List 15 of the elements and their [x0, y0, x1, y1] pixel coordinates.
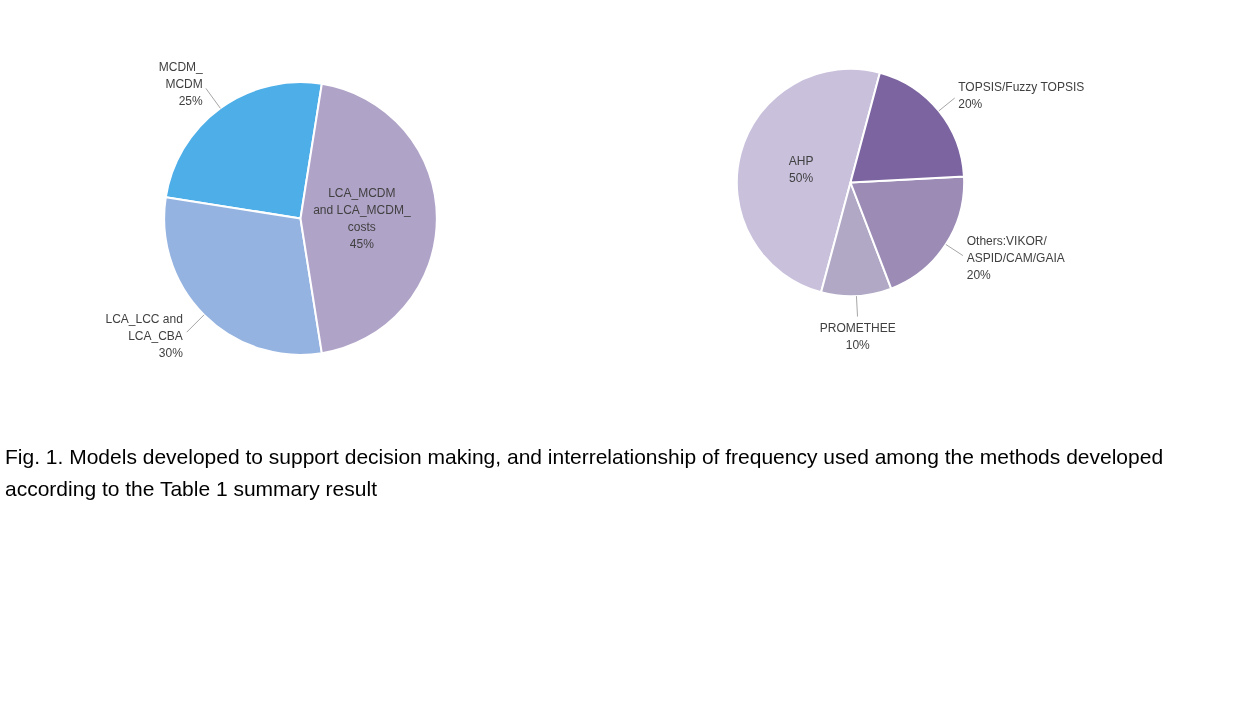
slice-label: LCA_LCC and LCA_CBA — [105, 312, 183, 344]
slice-label: PROMETHEE — [819, 321, 896, 336]
data-label: 25% — [178, 93, 204, 108]
data-label: 20% — [958, 96, 983, 111]
slice-label: LCA_MCDM and LCA_MCDM_ costs — [313, 186, 411, 234]
slice-label: AHP — [788, 153, 814, 168]
slice-label: TOPSIS/Fuzzy TOPSIS — [958, 79, 1085, 94]
slice-label: Others:VIKOR/ ASPID/CAM/GAIA — [966, 234, 1065, 266]
data-label: 10% — [845, 337, 871, 352]
data-label: 30% — [158, 345, 184, 360]
slice-label: MCDM_ MCDM — [158, 60, 204, 92]
data-label: 20% — [966, 267, 992, 282]
data-label: 50% — [789, 170, 814, 185]
caption: Fig. 1. Models developed to support decision making, and interrelationship of frequency used among the methods developed according to the Table 1 summary result — [5, 444, 1165, 502]
data-label: 45% — [349, 236, 375, 251]
